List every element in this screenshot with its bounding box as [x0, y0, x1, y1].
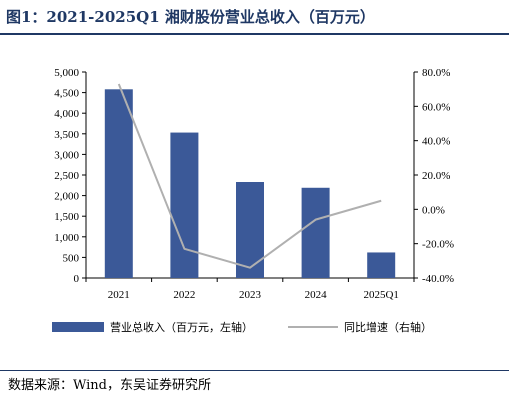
left-tick-label: 2,000 [54, 191, 79, 203]
bar [236, 182, 264, 278]
bar [170, 132, 199, 278]
source-rule [0, 370, 509, 371]
line-series [117, 83, 382, 269]
bar [104, 89, 133, 278]
right-tick-label: -40.0% [422, 273, 454, 285]
legend-bar-label: 营业总收入（百万元，左轴） [110, 320, 253, 334]
bar-series [104, 89, 396, 278]
chart-title: 图1：2021-2025Q1 湘财股份营业总收入（百万元） [6, 8, 375, 26]
legend-bar-swatch [52, 322, 104, 332]
x-tick-label: 2024 [305, 289, 328, 301]
left-tick-label: 1,000 [54, 232, 79, 244]
legend: 营业总收入（百万元，左轴） 同比增速（右轴） [52, 320, 432, 334]
growth-line [117, 83, 382, 269]
left-tick-label: 2,500 [54, 170, 79, 182]
left-tick-label: 1,500 [54, 211, 79, 223]
right-tick-label: 0.0% [422, 204, 445, 216]
x-tick-label: 2022 [173, 289, 195, 301]
x-tick-label: 2021 [108, 289, 130, 301]
bar [367, 252, 396, 278]
chart: 0 500 1,000 1,500 2,000 2,500 3,000 3,500 4,000 4… [52, 67, 454, 334]
x-tick-label: 2025Q1 [363, 289, 398, 301]
left-tick-label: 500 [63, 252, 80, 264]
left-tick-label: 3,500 [54, 129, 79, 141]
right-tick-label: -20.0% [422, 239, 454, 251]
title-rule [0, 33, 509, 35]
source-note: 数据来源：Wind，东吴证券研究所 [8, 378, 211, 393]
right-tick-label: 60.0% [422, 101, 450, 113]
x-tick-label: 2023 [239, 289, 262, 301]
left-tick-label: 4,500 [54, 88, 79, 100]
tick-labels: 0 500 1,000 1,500 2,000 2,500 3,000 3,500 4,000 4… [54, 67, 454, 301]
bar [301, 187, 330, 278]
legend-line-label: 同比增速（右轴） [344, 320, 432, 334]
right-tick-label: 40.0% [422, 136, 450, 148]
left-tick-label: 0 [74, 273, 80, 285]
right-tick-label: 20.0% [422, 170, 450, 182]
left-tick-label: 4,000 [54, 108, 79, 120]
right-tick-label: 80.0% [422, 67, 450, 79]
left-tick-label: 5,000 [54, 67, 79, 79]
left-tick-label: 3,000 [54, 149, 79, 161]
